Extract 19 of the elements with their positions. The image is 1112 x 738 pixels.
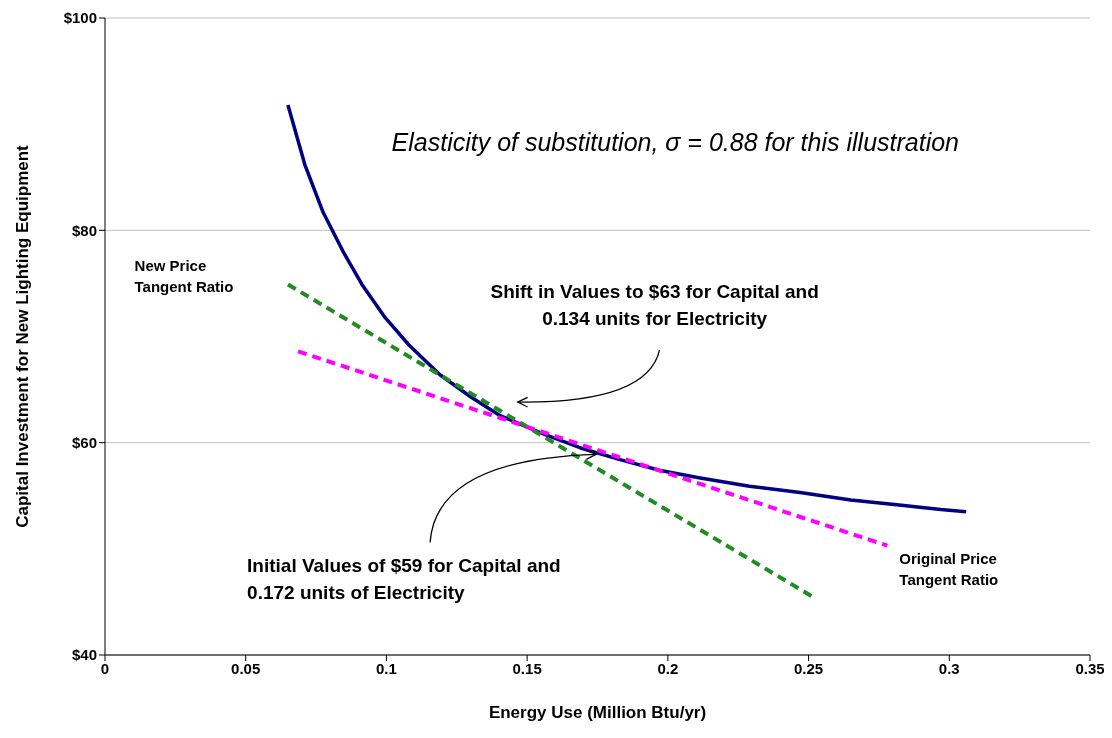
x-tick-label: 0.3 [938,659,960,677]
annotation: Original Price Tangent Ratio [899,548,1000,590]
y-tick-label: $80 [71,221,97,239]
y-axis-title: Capital Investment for New Lighting Equipment [13,144,33,528]
x-tick-label: 0 [100,659,110,677]
x-tick-label: 0.2 [657,659,679,677]
annotation: Initial Values of $59 for Capital and 0.172 units of Electricity [247,554,562,606]
x-tick-label: 0.15 [512,659,542,677]
annotation: New Price Tangent Ratio [134,255,235,297]
x-tick-label: 0.35 [1075,659,1105,677]
y-tick-label: $100 [63,9,97,27]
y-tick-label: $40 [71,646,97,664]
x-tick-label: 0.25 [793,659,824,677]
x-tick-label: 0.1 [376,659,397,677]
annotation: Shift in Values to $63 for Capital and 0.134 units for Electricity [489,279,820,331]
x-tick-label: 0.05 [231,659,261,677]
x-axis-title: Energy Use (Million Btu/yr) [488,703,707,722]
annotation: Elasticity of substitution, σ = 0.88 for this illustration [390,126,960,157]
y-tick-label: $60 [71,433,97,451]
